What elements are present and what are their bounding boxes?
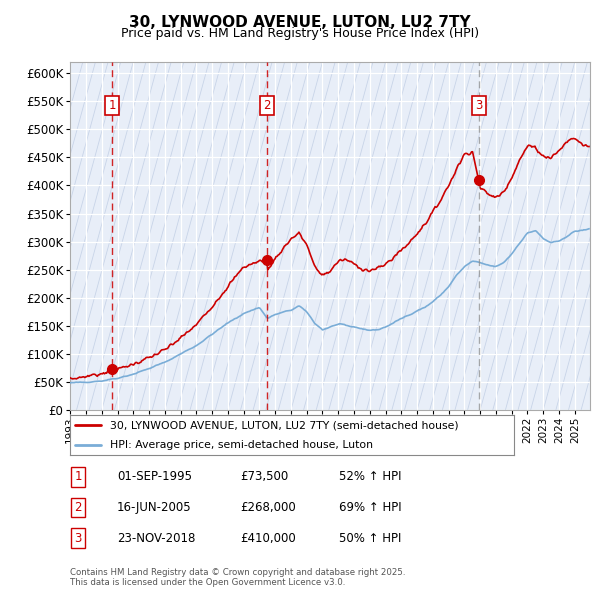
- Text: 3: 3: [74, 532, 82, 545]
- Text: £73,500: £73,500: [240, 470, 288, 483]
- Text: 16-JUN-2005: 16-JUN-2005: [117, 501, 191, 514]
- Text: 30, LYNWOOD AVENUE, LUTON, LU2 7TY (semi-detached house): 30, LYNWOOD AVENUE, LUTON, LU2 7TY (semi…: [110, 421, 459, 430]
- Text: 2: 2: [263, 99, 271, 112]
- Text: 01-SEP-1995: 01-SEP-1995: [117, 470, 192, 483]
- Text: Price paid vs. HM Land Registry's House Price Index (HPI): Price paid vs. HM Land Registry's House …: [121, 27, 479, 40]
- Text: 2: 2: [74, 501, 82, 514]
- Text: £410,000: £410,000: [240, 532, 296, 545]
- Text: Contains HM Land Registry data © Crown copyright and database right 2025.
This d: Contains HM Land Registry data © Crown c…: [70, 568, 406, 587]
- Text: HPI: Average price, semi-detached house, Luton: HPI: Average price, semi-detached house,…: [110, 441, 373, 450]
- Text: 52% ↑ HPI: 52% ↑ HPI: [339, 470, 401, 483]
- Text: 50% ↑ HPI: 50% ↑ HPI: [339, 532, 401, 545]
- Text: 1: 1: [109, 99, 116, 112]
- Text: £268,000: £268,000: [240, 501, 296, 514]
- Text: 23-NOV-2018: 23-NOV-2018: [117, 532, 196, 545]
- Text: 69% ↑ HPI: 69% ↑ HPI: [339, 501, 401, 514]
- Text: 3: 3: [475, 99, 482, 112]
- Text: 1: 1: [74, 470, 82, 483]
- Text: 30, LYNWOOD AVENUE, LUTON, LU2 7TY: 30, LYNWOOD AVENUE, LUTON, LU2 7TY: [129, 15, 471, 30]
